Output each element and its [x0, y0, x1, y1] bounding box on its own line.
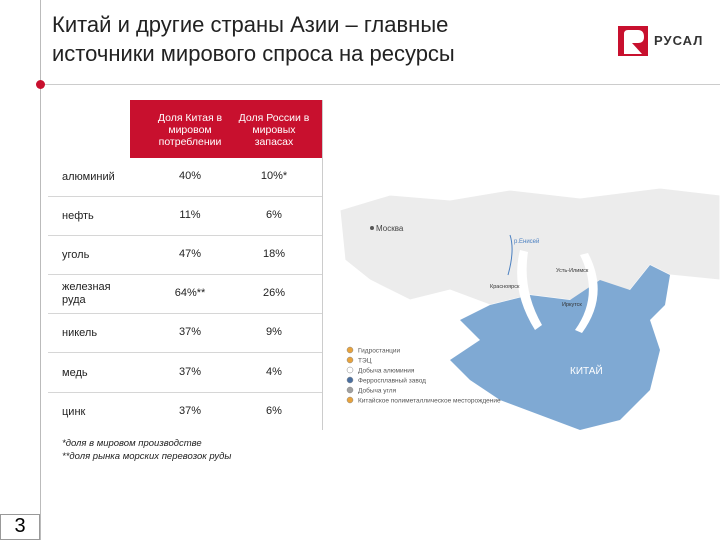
- cell-value: 4%: [266, 366, 282, 378]
- china: [450, 265, 670, 430]
- cell-value: 37%: [178, 366, 202, 378]
- cell-value: 37%: [178, 326, 202, 338]
- row-line: [48, 313, 322, 314]
- legend-icon: [346, 376, 354, 384]
- row-line: [48, 196, 322, 197]
- cell-value: 18%: [262, 248, 286, 260]
- legend-icon: [346, 396, 354, 404]
- map-label: р.Енисей: [514, 238, 539, 245]
- title-line: источники мирового спроса на ресурсы: [52, 41, 455, 66]
- row-line: [48, 235, 322, 236]
- map: Москва р.Енисей Красноярск Иркутск Усть-…: [339, 187, 720, 430]
- legend-icon: [346, 386, 354, 394]
- cell-value: 6%: [266, 405, 282, 417]
- column-header: Доля Китая в мировом потреблении: [148, 112, 232, 148]
- cell-value: 47%: [178, 248, 202, 260]
- red-dot: [36, 80, 45, 89]
- logo-mark: [618, 26, 648, 56]
- logo-text: РУСАЛ: [654, 33, 704, 48]
- cell-value: 9%: [266, 326, 282, 338]
- cell-value: 11%: [179, 209, 201, 221]
- row-line: [48, 352, 322, 353]
- legend-label: Ферросплавный завод: [358, 377, 426, 385]
- footnote: **доля рынка морских перевозок руды: [62, 451, 232, 462]
- row-label: алюминий: [62, 170, 115, 183]
- cell-value: 40%: [178, 170, 202, 182]
- map-label: Красноярск: [490, 284, 520, 290]
- page-number: 3: [0, 514, 40, 540]
- footnote: *доля в мировом производстве: [62, 438, 202, 449]
- logo-letter: [624, 30, 644, 54]
- table-border: [322, 100, 323, 430]
- legend-label: Добыча алюминия: [358, 367, 415, 375]
- cell-value: 37%: [178, 405, 202, 417]
- row-label: никель: [62, 326, 98, 339]
- legend-label: ТЭЦ: [358, 358, 372, 365]
- arrow: [575, 253, 598, 333]
- row-label: уголь: [62, 248, 90, 261]
- map-label: Иркутск: [562, 302, 582, 308]
- column-header: Доля России в мировых запасах: [232, 112, 316, 148]
- cell-value: 26%: [262, 287, 286, 299]
- cell-value: 6%: [266, 209, 282, 221]
- row-line: [48, 392, 322, 393]
- map-label: Москва: [376, 224, 404, 233]
- legend-label: Добыча угля: [358, 387, 397, 395]
- row-line: [48, 274, 322, 275]
- row-label: железная руда: [62, 281, 111, 306]
- row-label: медь: [62, 366, 88, 379]
- map-label: Усть-Илимск: [556, 268, 589, 274]
- map-label: КИТАЙ: [570, 364, 603, 377]
- cell-value: 64%**: [174, 287, 206, 299]
- river: [507, 234, 513, 276]
- horizontal-rule: [40, 84, 720, 85]
- arrow: [517, 250, 542, 330]
- city-dot: [370, 226, 374, 230]
- legend-icon: [346, 346, 354, 354]
- row-label: нефть: [62, 209, 94, 222]
- title: Китай и другие страны Азии – главные ист…: [52, 10, 455, 68]
- cell-value: 10%*: [260, 170, 288, 182]
- legend-icon: [346, 366, 354, 374]
- legend-label: Китайское полиметаллическое месторождени…: [358, 397, 501, 405]
- legend-icon: [346, 356, 354, 364]
- vertical-rule: [40, 0, 41, 540]
- row-label: цинк: [62, 405, 86, 418]
- legend-label: Гидростанции: [358, 348, 401, 355]
- title-line: Китай и другие страны Азии – главные: [52, 12, 449, 37]
